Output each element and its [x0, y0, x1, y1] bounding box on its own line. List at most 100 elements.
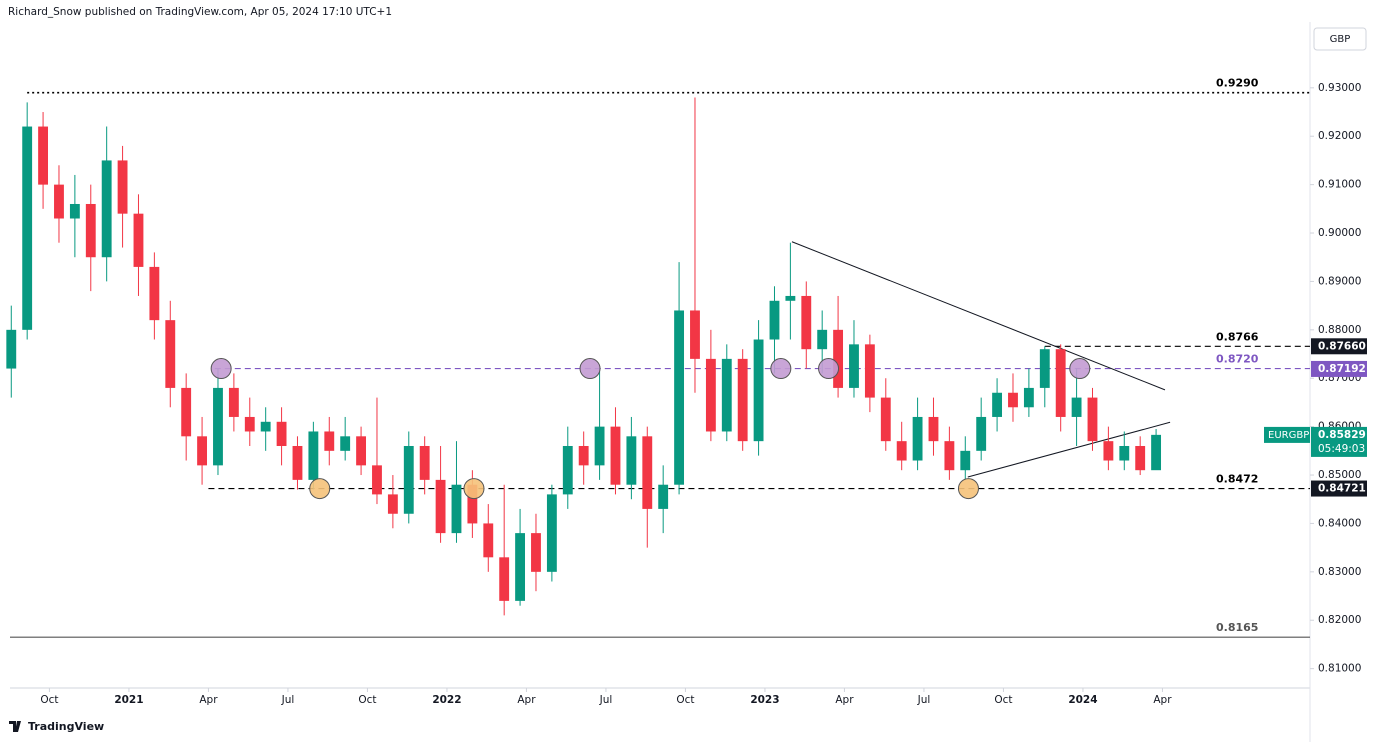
- candle-body: [721, 358, 732, 432]
- candle-body: [690, 310, 700, 359]
- candle-body: [292, 445, 303, 480]
- candle-body: [562, 445, 573, 495]
- candle-body: [976, 416, 987, 451]
- candle-body: [1151, 434, 1162, 471]
- last-price: 0.85829: [1318, 429, 1366, 441]
- currency-box[interactable]: [1313, 27, 1367, 51]
- x-tick-label: Apr: [835, 694, 854, 706]
- candle-body: [403, 445, 414, 514]
- candle-body: [531, 533, 541, 572]
- price-badge: [1311, 360, 1367, 377]
- y-tick-label: 0.90000: [1318, 227, 1361, 239]
- candle-body: [22, 126, 33, 330]
- candle-body: [944, 441, 955, 471]
- candle-body: [387, 494, 398, 514]
- candle-body: [785, 295, 796, 301]
- currency[interactable]: GBP: [1330, 34, 1351, 45]
- x-tick-label: 2022: [432, 694, 461, 706]
- candle-body: [483, 523, 494, 558]
- candle-body: [928, 416, 939, 442]
- logo: [9, 721, 21, 732]
- pattern-marker: [309, 478, 331, 500]
- price-badge: [1311, 480, 1367, 497]
- candle-body: [626, 436, 637, 485]
- pattern-marker: [957, 478, 979, 500]
- y-tick-label: 0.92000: [1318, 130, 1361, 142]
- candle-body: [213, 387, 223, 466]
- candle-body: [356, 436, 367, 466]
- candle-body: [228, 387, 239, 417]
- x-tick-label: Jul: [599, 694, 613, 706]
- symbol-badge: [1264, 426, 1310, 443]
- candle-body: [896, 441, 907, 461]
- candle-body: [833, 329, 844, 388]
- candle-body: [244, 416, 255, 432]
- candle-body: [594, 426, 605, 466]
- price-badge-label: 0.84721: [1318, 483, 1366, 495]
- candle-body: [165, 320, 176, 388]
- pattern-marker: [579, 358, 601, 380]
- candle-body: [1119, 445, 1130, 461]
- candle-body: [753, 339, 764, 442]
- candle-body: [54, 184, 64, 219]
- candle-body: [308, 431, 319, 480]
- candle-body: [324, 431, 335, 451]
- pattern-marker: [463, 478, 485, 500]
- candle-body: [260, 421, 271, 432]
- candle-body: [610, 426, 621, 485]
- candle-body: [864, 344, 875, 398]
- candle-body: [642, 436, 653, 509]
- candle-body: [467, 484, 478, 524]
- candle-body: [1008, 392, 1018, 408]
- candle-body: [849, 344, 859, 388]
- candle-body: [705, 358, 716, 432]
- price-badge: [1311, 338, 1367, 355]
- x-tick-label: Apr: [517, 694, 536, 706]
- x-tick-label: Oct: [676, 694, 694, 706]
- y-tick-label: 0.82000: [1318, 614, 1361, 626]
- candle-body: [419, 445, 430, 480]
- pattern-marker: [1069, 358, 1091, 380]
- candle-body: [546, 494, 557, 572]
- candle-body: [276, 421, 287, 446]
- y-tick-label: 0.88000: [1318, 324, 1361, 336]
- x-tick-label: Apr: [199, 694, 218, 706]
- candle-body: [658, 484, 669, 509]
- candle-body: [737, 358, 748, 442]
- level-label: 0.8766: [1216, 330, 1259, 343]
- y-tick-label: 0.85000: [1318, 469, 1361, 481]
- countdown: 05:49:03: [1318, 443, 1365, 455]
- level-label: 0.8720: [1216, 353, 1259, 366]
- candle-body: [769, 300, 780, 340]
- candle-body: [372, 465, 382, 495]
- candle-body: [817, 329, 828, 350]
- last-price-badge: [1311, 426, 1367, 457]
- candle-body: [197, 436, 208, 466]
- pattern-marker: [818, 358, 840, 380]
- candle-body: [117, 160, 128, 214]
- candle-body: [181, 387, 192, 437]
- y-tick-label: 0.81000: [1318, 663, 1361, 675]
- candle-body: [149, 266, 160, 321]
- footer: TradingView: [28, 720, 104, 733]
- candle-body: [1071, 397, 1082, 417]
- x-tick-label: Apr: [1153, 694, 1172, 706]
- header: Richard_Snow published on TradingView.co…: [8, 6, 392, 18]
- x-tick-label: Oct: [358, 694, 376, 706]
- x-tick-label: Jul: [281, 694, 295, 706]
- pattern-marker: [770, 358, 792, 380]
- candle-body: [1087, 397, 1098, 442]
- candle-body: [6, 329, 17, 369]
- x-tick-label: 2023: [750, 694, 779, 706]
- price-badge-label: 0.87660: [1318, 340, 1366, 352]
- candle-body: [340, 436, 351, 451]
- candle-body: [85, 203, 96, 258]
- candle-body: [515, 533, 526, 601]
- trendline: [967, 421, 1171, 478]
- pattern-marker: [210, 358, 232, 380]
- candle-body: [101, 160, 112, 258]
- candle-body: [435, 479, 446, 534]
- candle-body: [499, 557, 510, 601]
- trendline: [791, 241, 1166, 391]
